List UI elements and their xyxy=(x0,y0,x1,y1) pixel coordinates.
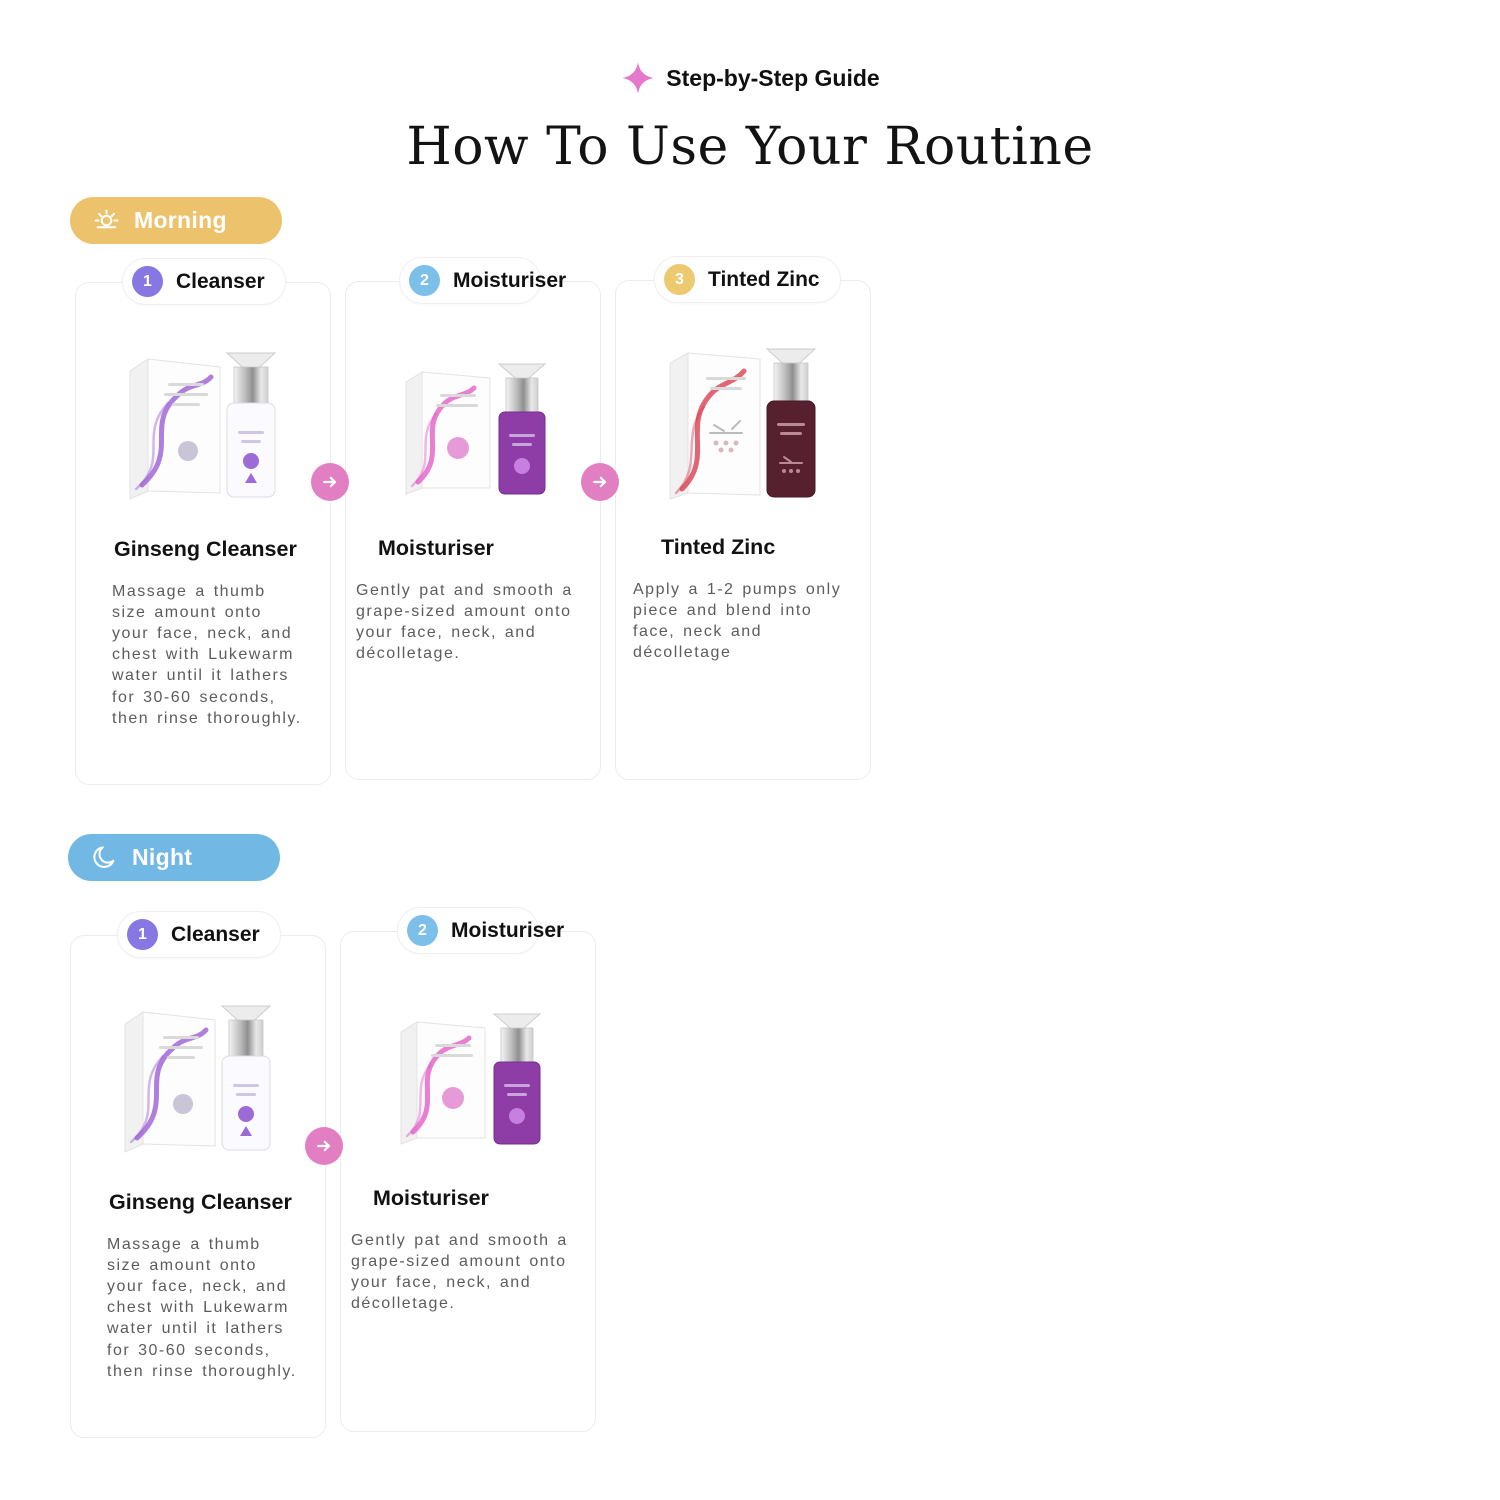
eyebrow-row: Step-by-Step Guide xyxy=(620,60,880,96)
arrow-right-icon xyxy=(323,476,337,488)
arrow-right-icon xyxy=(593,476,607,488)
product-bottle xyxy=(492,1013,542,1145)
step-tab-label: Tinted Zinc xyxy=(708,267,820,291)
product-description: Massage a thumb size amount onto your fa… xyxy=(107,1236,297,1380)
product-name: Tinted Zinc xyxy=(661,535,776,559)
product-bottle xyxy=(765,348,817,498)
step-tab-label: Cleanser xyxy=(176,269,265,293)
product-name: Ginseng Cleanser xyxy=(109,1190,292,1214)
night-badge-label: Night xyxy=(132,844,193,870)
product-box xyxy=(400,1021,486,1145)
product-box xyxy=(124,1011,216,1153)
step-tab-label: Moisturiser xyxy=(451,918,565,942)
step-number-badge: 1 xyxy=(127,919,158,950)
step-number-badge: 2 xyxy=(407,915,438,946)
step-card-night-moisturiser: 2 Moisturiser xyxy=(340,907,596,1432)
night-badge: Night xyxy=(68,834,280,881)
step-tab: 2 Moisturiser xyxy=(399,257,566,304)
step-card-morning-tinted-zinc: 3 Tinted Zinc xyxy=(615,256,871,780)
moon-icon xyxy=(93,846,115,868)
product-image-tinted-zinc xyxy=(648,337,838,509)
step-tab: 3 Tinted Zinc xyxy=(654,256,841,303)
product-image-moisturiser xyxy=(378,338,568,510)
page-title: How To Use Your Routine xyxy=(406,117,1094,177)
eyebrow-label: Step-by-Step Guide xyxy=(666,64,880,91)
step-tab-label: Moisturiser xyxy=(453,268,567,292)
product-image-cleanser xyxy=(108,339,298,511)
product-box xyxy=(669,352,761,500)
product-bottle xyxy=(497,363,547,495)
step-card-morning-moisturiser: 2 Moisturiser xyxy=(345,257,601,780)
product-name: Moisturiser xyxy=(373,1186,489,1210)
product-description: Gently pat and smooth a grape-sized amou… xyxy=(351,1232,568,1313)
product-box xyxy=(129,358,221,500)
flow-arrow xyxy=(305,1127,343,1165)
header-section: Step-by-Step Guide How To Use Your Routi… xyxy=(0,60,1500,177)
product-name: Ginseng Cleanser xyxy=(114,537,297,561)
morning-badge-label: Morning xyxy=(134,207,227,233)
step-tab: 2 Moisturiser xyxy=(397,907,564,954)
product-bottle xyxy=(225,352,277,498)
product-description: Apply a 1-2 pumps only piece and blend i… xyxy=(633,581,842,662)
step-tab: 1 Cleanser xyxy=(117,911,281,958)
product-box xyxy=(405,371,491,495)
morning-badge: Morning xyxy=(70,197,282,244)
arrow-right-icon xyxy=(317,1140,331,1152)
flow-arrow xyxy=(581,463,619,501)
sparkle-icon xyxy=(622,62,655,94)
product-name: Moisturiser xyxy=(378,536,494,560)
step-card-morning-cleanser: 1 Cleanser xyxy=(75,258,331,785)
step-number-badge: 3 xyxy=(664,264,695,295)
product-image-moisturiser xyxy=(373,988,563,1160)
product-description: Massage a thumb size amount onto your fa… xyxy=(112,583,302,727)
step-tab: 1 Cleanser xyxy=(122,258,286,305)
sunrise-icon xyxy=(94,209,119,229)
step-number-badge: 1 xyxy=(132,266,163,297)
step-number-badge: 2 xyxy=(409,265,440,296)
step-tab-label: Cleanser xyxy=(171,922,260,946)
product-image-cleanser xyxy=(103,992,293,1164)
product-description: Gently pat and smooth a grape-sized amou… xyxy=(356,582,573,663)
step-card-night-cleanser: 1 Cleanser xyxy=(70,911,326,1438)
flow-arrow xyxy=(311,463,349,501)
product-bottle xyxy=(220,1005,272,1151)
